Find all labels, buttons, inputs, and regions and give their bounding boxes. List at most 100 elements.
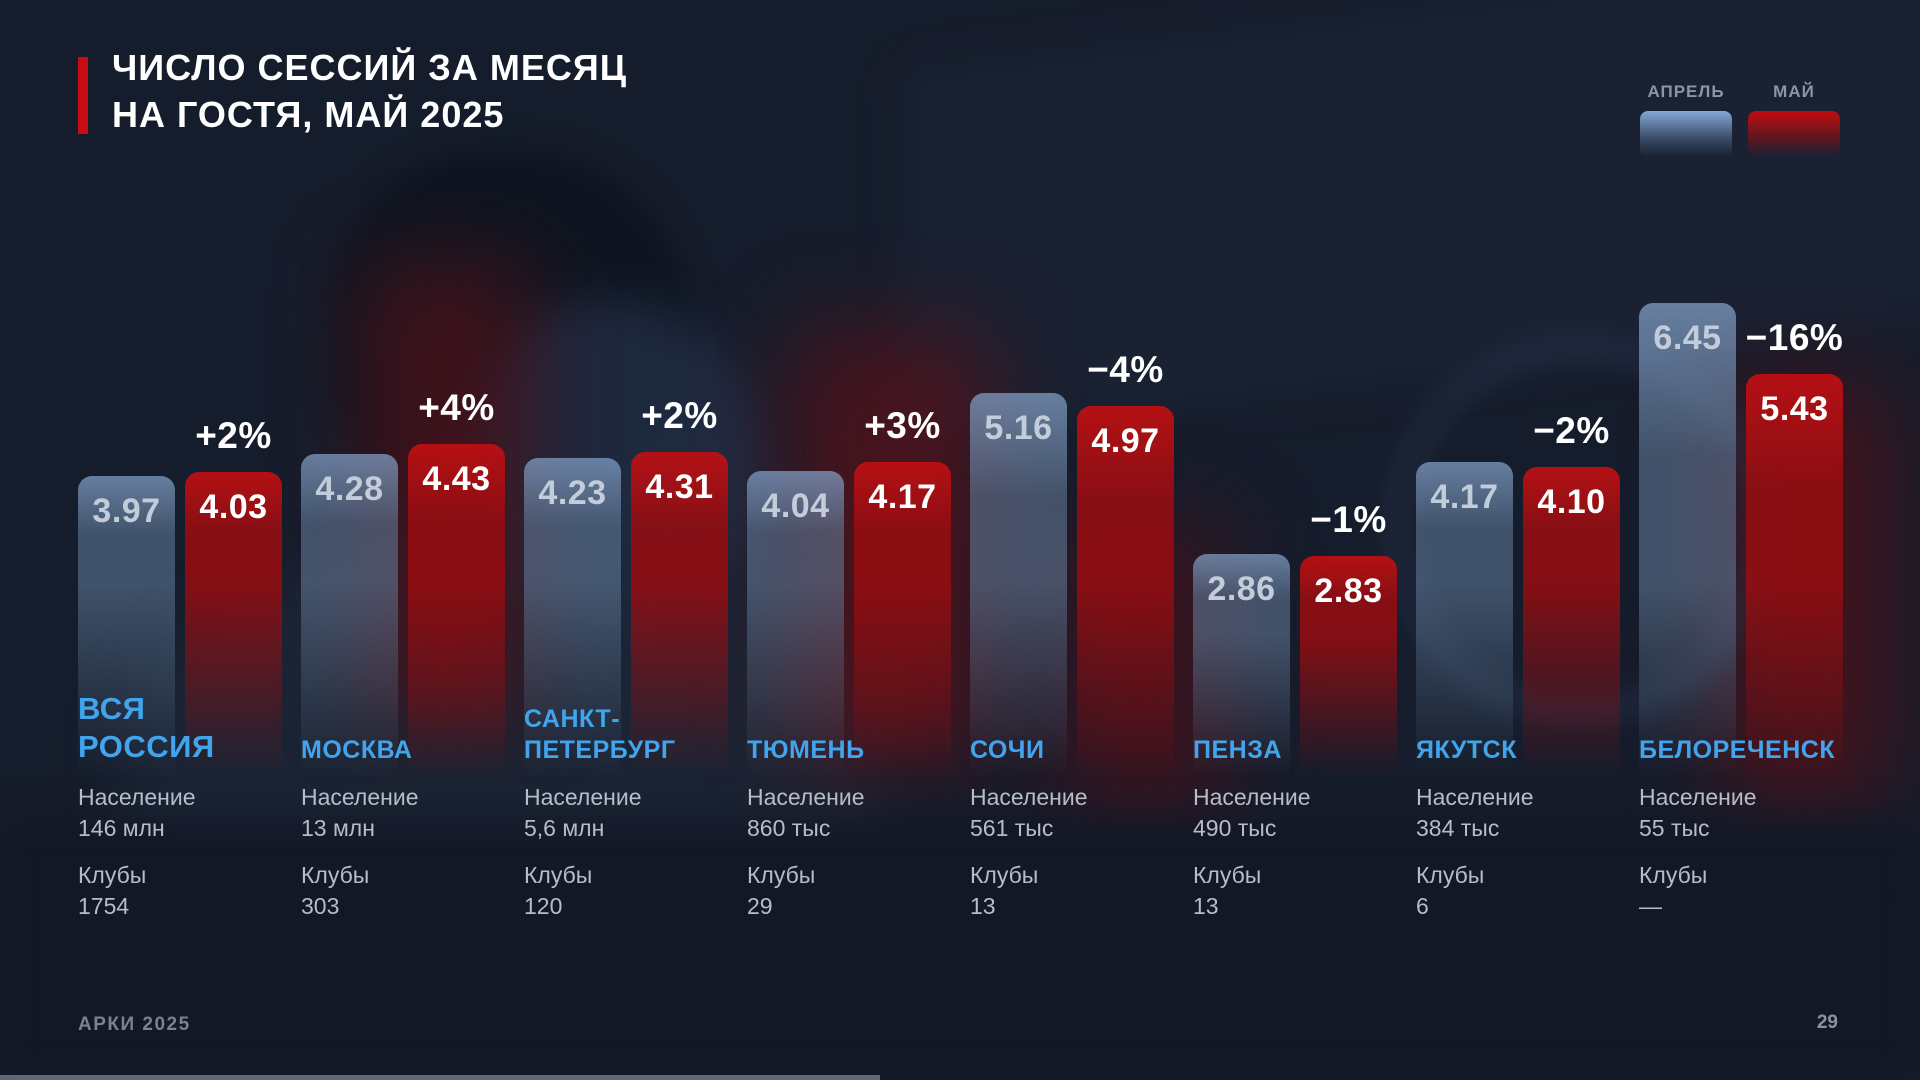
population-value: 490 тыс: [1193, 815, 1277, 841]
city-name: МОСКВА: [301, 736, 413, 764]
population-label: Население: [301, 784, 419, 810]
legend-item-may: МАЙ: [1748, 82, 1840, 157]
population-label: Население: [1193, 784, 1311, 810]
population-label: Население: [524, 784, 642, 810]
may-value-label: 4.03: [199, 488, 268, 526]
city-name: БЕЛОРЕЧЕНСК: [1639, 736, 1836, 764]
clubs-label: Клубы: [1193, 862, 1262, 888]
clubs-block: Клубы 6: [1416, 860, 1626, 922]
clubs-block: Клубы 1754: [78, 860, 288, 922]
population-label: Население: [747, 784, 865, 810]
city-label-block: САНКТ- ПЕТЕРБУРГ Население 5,6 млн Клубы 120: [524, 628, 734, 922]
may-bar: 5.43: [1746, 374, 1843, 782]
city-name: ТЮМЕНЬ: [747, 736, 865, 764]
clubs-value: 29: [747, 893, 773, 919]
city-label-block: ТЮМЕНЬ Население 860 тыс Клубы 29: [747, 628, 957, 922]
change-label: −4%: [1087, 349, 1164, 390]
april-bar: 4.28: [301, 454, 398, 782]
april-value-label: 4.23: [538, 474, 607, 512]
clubs-value: 6: [1416, 893, 1429, 919]
city-name: САНКТ- ПЕТЕРБУРГ: [524, 705, 676, 764]
population-label: Население: [970, 784, 1088, 810]
population-value: 55 тыс: [1639, 815, 1710, 841]
april-bar: 5.16: [970, 393, 1067, 782]
page-number: 29: [1816, 1012, 1838, 1033]
city-info: Население 384 тыс Клубы 6: [1416, 782, 1626, 922]
city-info: Население 55 тыс Клубы —: [1639, 782, 1849, 922]
may-bar: 4.43: [408, 444, 505, 782]
clubs-label: Клубы: [78, 862, 147, 888]
may-bar: 4.10: [1523, 467, 1620, 782]
clubs-block: Клубы 13: [970, 860, 1180, 922]
city-info: Население 13 млн Клубы 303: [301, 782, 511, 922]
city-name: ВСЯ РОССИЯ: [78, 691, 215, 764]
city-info: Население 860 тыс Клубы 29: [747, 782, 957, 922]
may-bar: 2.83: [1300, 556, 1397, 782]
population-block: Население 146 млн: [78, 782, 288, 844]
city-label-block: ЯКУТСК Население 384 тыс Клубы 6: [1416, 628, 1626, 922]
footer-brand: АРКИ 2025: [78, 1014, 191, 1035]
april-value-label: 2.86: [1207, 570, 1276, 608]
city-name: СОЧИ: [970, 736, 1045, 764]
may-value-label: 4.97: [1091, 422, 1160, 460]
legend-april-swatch: [1640, 111, 1732, 157]
population-value: 384 тыс: [1416, 815, 1500, 841]
bottom-edge-line: [0, 1075, 880, 1080]
may-bar: 4.03: [185, 472, 282, 782]
may-value-label: 2.83: [1314, 572, 1383, 610]
clubs-block: Клубы 120: [524, 860, 734, 922]
april-bar: 4.17: [1416, 462, 1513, 782]
legend-item-april: АПРЕЛЬ: [1640, 82, 1732, 157]
change-label: −2%: [1533, 410, 1610, 451]
legend-may-label: МАЙ: [1773, 82, 1815, 101]
clubs-label: Клубы: [970, 862, 1039, 888]
population-block: Население 860 тыс: [747, 782, 957, 844]
clubs-label: Клубы: [301, 862, 370, 888]
population-block: Население 384 тыс: [1416, 782, 1626, 844]
clubs-label: Клубы: [747, 862, 816, 888]
city-info: Население 146 млн Клубы 1754: [78, 782, 288, 922]
population-value: 5,6 млн: [524, 815, 605, 841]
clubs-value: 303: [301, 893, 340, 919]
legend-may-swatch: [1748, 111, 1840, 157]
may-value-label: 5.43: [1760, 390, 1829, 428]
clubs-label: Клубы: [524, 862, 593, 888]
population-value: 13 млн: [301, 815, 375, 841]
clubs-block: Клубы 13: [1193, 860, 1403, 922]
clubs-value: —: [1639, 893, 1662, 919]
city-info: Население 561 тыс Клубы 13: [970, 782, 1180, 922]
may-value-label: 4.43: [422, 460, 491, 498]
april-value-label: 3.97: [92, 492, 161, 530]
clubs-block: Клубы 303: [301, 860, 511, 922]
background-desk-shape: [0, 820, 1920, 1080]
city-label-block: МОСКВА Население 13 млн Клубы 303: [301, 628, 511, 922]
population-label: Население: [78, 784, 196, 810]
april-value-label: 4.28: [315, 470, 384, 508]
clubs-value: 1754: [78, 893, 130, 919]
city-label-block: БЕЛОРЕЧЕНСК Население 55 тыс Клубы —: [1639, 628, 1849, 922]
change-label: +4%: [418, 387, 495, 428]
april-bar: 6.45: [1639, 303, 1736, 782]
page-title: ЧИСЛО СЕССИЙ ЗА МЕСЯЦ НА ГОСТЯ, МАЙ 2025: [112, 47, 628, 135]
change-label: +3%: [864, 405, 941, 446]
may-value-label: 4.10: [1537, 483, 1606, 521]
may-bar: 4.97: [1077, 406, 1174, 782]
april-value-label: 4.04: [761, 487, 830, 525]
april-bar: 4.04: [747, 471, 844, 782]
population-block: Население 490 тыс: [1193, 782, 1403, 844]
legend-april-label: АПРЕЛЬ: [1647, 82, 1725, 101]
april-value-label: 6.45: [1653, 319, 1722, 357]
population-label: Население: [1639, 784, 1757, 810]
clubs-value: 120: [524, 893, 563, 919]
city-label-block: ПЕНЗА Население 490 тыс Клубы 13: [1193, 628, 1403, 922]
may-value-label: 4.17: [868, 478, 937, 516]
clubs-value: 13: [1193, 893, 1219, 919]
clubs-block: Клубы 29: [747, 860, 957, 922]
population-label: Население: [1416, 784, 1534, 810]
population-block: Население 13 млн: [301, 782, 511, 844]
population-value: 561 тыс: [970, 815, 1054, 841]
april-bar: 4.23: [524, 458, 621, 782]
clubs-block: Клубы —: [1639, 860, 1849, 922]
population-value: 860 тыс: [747, 815, 831, 841]
